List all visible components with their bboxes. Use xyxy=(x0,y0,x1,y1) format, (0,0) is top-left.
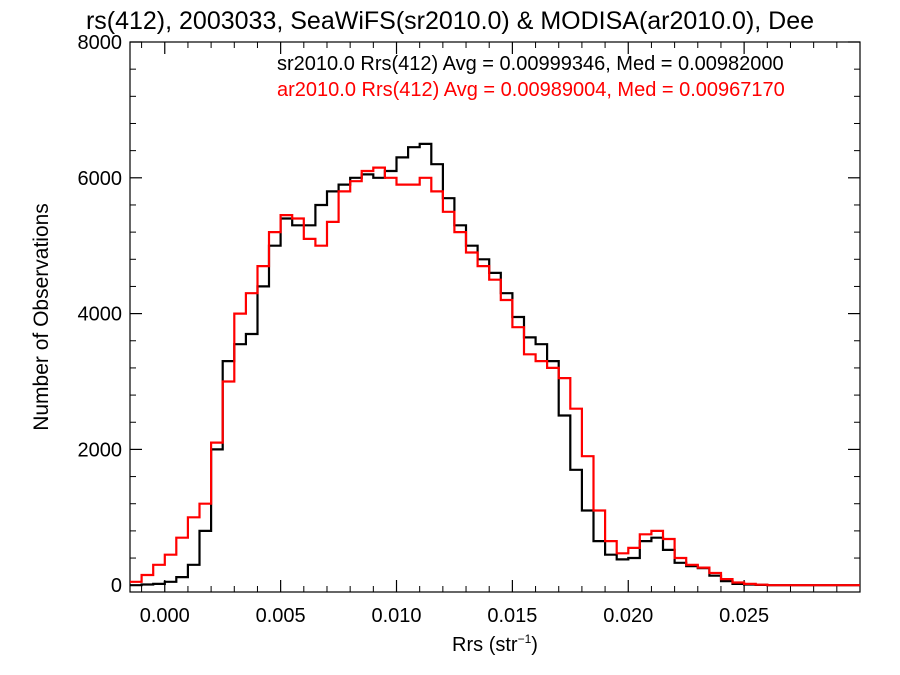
y-tick-label: 0 xyxy=(111,575,122,597)
x-tick-label: 0.020 xyxy=(603,605,653,627)
series-layer xyxy=(130,142,860,587)
annotation-black: sr2010.0 Rrs(412) Avg = 0.00999346, Med … xyxy=(277,53,784,75)
plot-frame xyxy=(129,41,861,593)
y-tick-label: 2000 xyxy=(78,439,123,461)
y-tick-label: 4000 xyxy=(78,304,123,326)
x-tick-label: 0.000 xyxy=(140,605,190,627)
x-tick-label: 0.010 xyxy=(371,605,421,627)
series-line-0 xyxy=(130,142,860,587)
x-axis-label-close: ) xyxy=(531,634,538,656)
x-axis-label-superscript: −1 xyxy=(518,632,532,646)
x-tick-label: 0.005 xyxy=(256,605,306,627)
x-tick-label: 0.025 xyxy=(719,605,769,627)
chart-title: rs(412), 2003033, SeaWiFS(sr2010.0) & MO… xyxy=(86,7,814,35)
x-tick-label: 0.015 xyxy=(487,605,537,627)
x-axis-label-main: Rrs (str xyxy=(452,634,518,656)
y-axis-ticks: 0 2000 4000 6000 8000 xyxy=(78,32,860,597)
y-axis-label: Number of Observations xyxy=(30,203,53,431)
y-tick-label: 8000 xyxy=(78,32,123,54)
x-axis-ticks: 0.000 0.005 0.010 0.015 0.020 0.025 xyxy=(140,42,838,627)
series-line-1 xyxy=(130,166,860,587)
y-tick-label: 6000 xyxy=(78,168,123,190)
annotation-red: ar2010.0 Rrs(412) Avg = 0.00989004, Med … xyxy=(277,79,785,101)
x-axis-label: Rrs (str−1) xyxy=(452,632,538,656)
